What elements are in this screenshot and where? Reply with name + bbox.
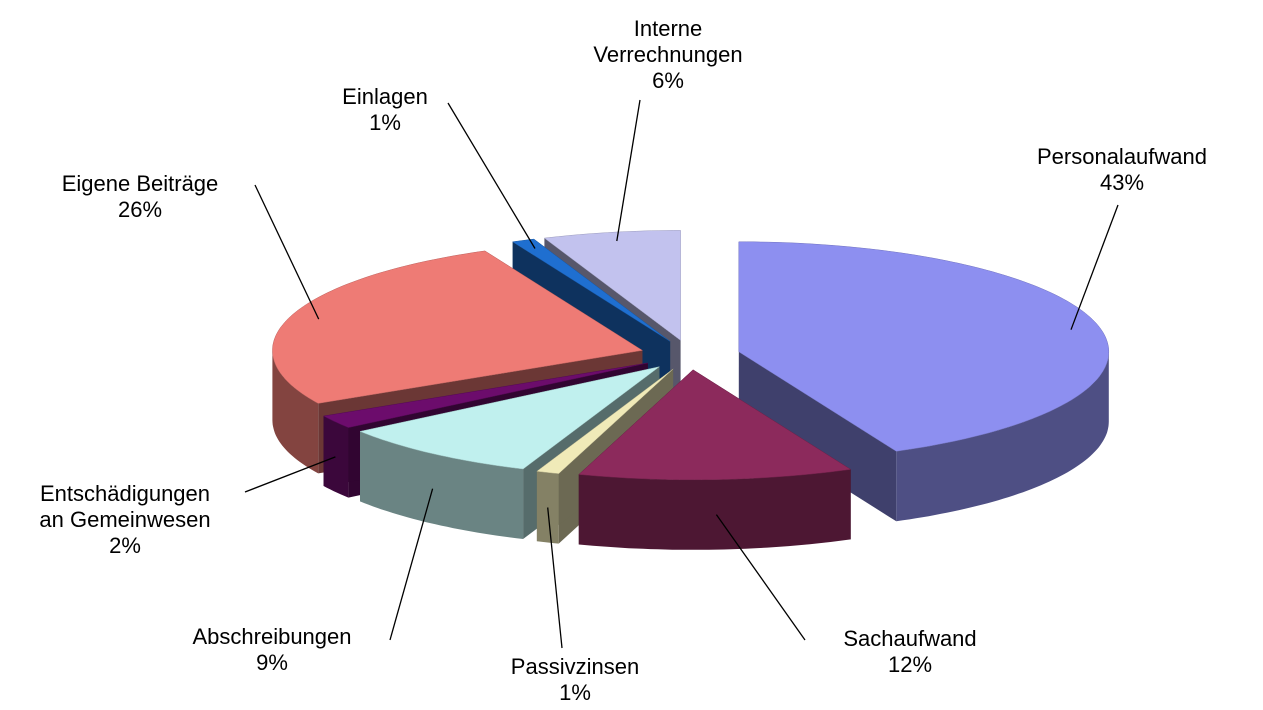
- value-label: 26%: [117, 197, 163, 222]
- leader-line: [254, 184, 320, 320]
- slice-top: [511, 238, 671, 342]
- pie-slice: [738, 241, 1110, 522]
- slice-outer-wall: [896, 351, 1109, 522]
- slice-outer-wall: [536, 471, 559, 544]
- slice-outer-wall: [578, 469, 851, 550]
- slice-top: [272, 250, 644, 404]
- value-label: 12%: [887, 652, 933, 677]
- category-label: Abschreibungen: [192, 624, 352, 649]
- slice-label: Einlagen 1%: [342, 84, 428, 136]
- category-label: Entschädigungen an Gemeinwesen: [39, 481, 211, 532]
- leader-line: [244, 456, 336, 493]
- leader-line: [715, 514, 806, 641]
- slice-top: [543, 230, 681, 341]
- leader-line: [1070, 204, 1119, 330]
- slice-label: Sachaufwand 12%: [843, 626, 976, 678]
- category-label: Einlagen: [342, 84, 428, 109]
- value-label: 1%: [559, 680, 591, 705]
- slice-label: Personalaufwand 43%: [1037, 144, 1207, 196]
- category-label: Sachaufwand: [843, 626, 977, 651]
- slice-top: [322, 362, 648, 428]
- pie-slice: [578, 369, 852, 550]
- slice-outer-wall: [360, 431, 524, 539]
- slice-label: Abschreibungen 9%: [192, 624, 351, 676]
- slice-label: Interne Verrechnungen 6%: [588, 16, 748, 94]
- slice-label: Entschädigungen an Gemeinwesen 2%: [30, 481, 220, 559]
- category-label: Passivzinsen: [510, 654, 640, 679]
- value-label: 6%: [652, 68, 684, 93]
- value-label: 1%: [369, 110, 401, 135]
- slice-top: [738, 241, 1110, 452]
- leader-line: [389, 488, 434, 641]
- slice-label: Passivzinsen 1%: [511, 654, 639, 706]
- value-label: 9%: [256, 650, 288, 675]
- slice-outer-wall: [272, 350, 319, 474]
- category-label: Interne Verrechnungen: [593, 16, 743, 67]
- leader-line: [616, 99, 641, 242]
- slice-top: [536, 368, 674, 474]
- slice-label: Eigene Beiträge 26%: [62, 171, 219, 223]
- value-label: 2%: [109, 533, 141, 558]
- slice-outer-wall: [323, 416, 349, 498]
- slice-top: [359, 366, 660, 470]
- leader-line: [547, 507, 563, 649]
- slice-top: [578, 369, 852, 481]
- slice-radial-wall: [738, 351, 897, 522]
- value-label: 43%: [1099, 170, 1145, 195]
- leader-line: [447, 102, 536, 249]
- category-label: Personalaufwand: [1036, 144, 1208, 169]
- category-label: Eigene Beiträge: [61, 171, 219, 196]
